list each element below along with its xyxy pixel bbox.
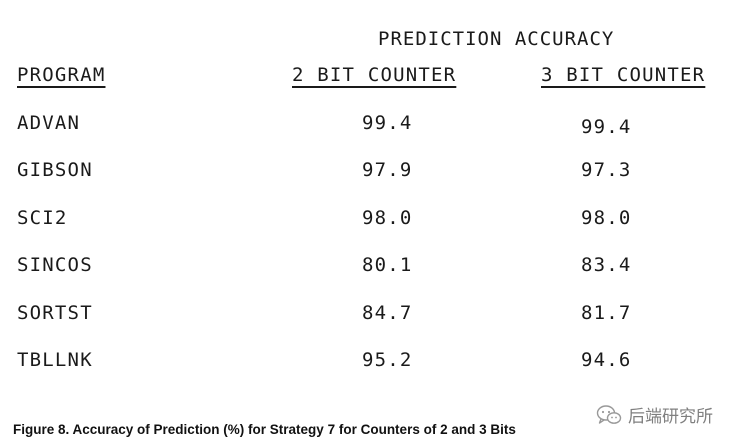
column-header-3-bit-counter: 3 BIT COUNTER xyxy=(541,64,706,86)
program-name-cell: TBLLNK xyxy=(17,349,93,371)
two-bit-value-cell: 95.2 xyxy=(362,349,413,371)
table-row: TBLLNK 95.2 94.6 xyxy=(0,351,732,381)
two-bit-value-cell: 98.0 xyxy=(362,207,413,229)
three-bit-value-cell: 98.0 xyxy=(581,207,632,229)
three-bit-value-cell: 97.3 xyxy=(581,159,632,181)
table-row: SCI2 98.0 98.0 xyxy=(0,209,732,239)
watermark: 后端研究所 xyxy=(596,402,713,427)
program-name-cell: ADVAN xyxy=(17,112,81,134)
three-bit-value-cell: 81.7 xyxy=(581,302,632,324)
table-row: GIBSON 97.9 97.3 xyxy=(0,161,732,191)
program-name-cell: SORTST xyxy=(17,302,93,324)
two-bit-value-cell: 97.9 xyxy=(362,159,413,181)
column-header-program: PROGRAM xyxy=(17,64,106,86)
table-row: ADVAN 99.4 99.4 xyxy=(0,114,732,144)
three-bit-value-cell: 83.4 xyxy=(581,254,632,276)
two-bit-value-cell: 99.4 xyxy=(362,112,413,134)
figure-caption: Figure 8. Accuracy of Prediction (%) for… xyxy=(13,422,516,437)
three-bit-value-cell: 99.4 xyxy=(581,116,632,138)
three-bit-value-cell: 94.6 xyxy=(581,349,632,371)
column-header-2-bit-counter: 2 BIT COUNTER xyxy=(292,64,457,86)
program-name-cell: SCI2 xyxy=(17,207,68,229)
program-name-cell: SINCOS xyxy=(17,254,93,276)
table-row: SINCOS 80.1 83.4 xyxy=(0,256,732,286)
wechat-icon xyxy=(596,404,622,426)
two-bit-value-cell: 84.7 xyxy=(362,302,413,324)
program-name-cell: GIBSON xyxy=(17,159,93,181)
two-bit-value-cell: 80.1 xyxy=(362,254,413,276)
watermark-text: 后端研究所 xyxy=(628,407,713,427)
group-header-prediction-accuracy: PREDICTION ACCURACY xyxy=(378,28,615,50)
table-row: SORTST 84.7 81.7 xyxy=(0,304,732,334)
